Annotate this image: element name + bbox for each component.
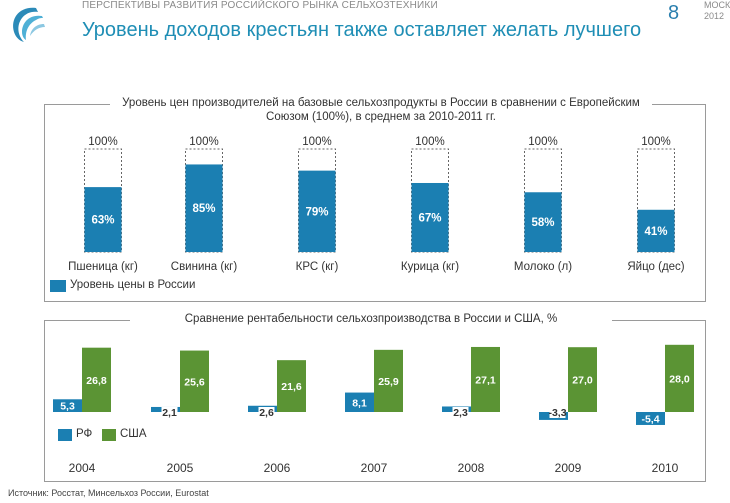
legend-swatch-usa [102,429,116,441]
price-bar [298,170,336,252]
price-bar-label: 85% [192,203,215,215]
price-chart-title: Уровень цен производителей на базовые се… [110,96,652,124]
legend-swatch-rf [58,429,72,441]
category-label: Молоко (л) [513,261,573,273]
rf-bar-label: 2,6 [259,407,274,419]
usa-bar [665,344,694,412]
usa-bar-label: 21,6 [281,381,302,393]
rf-bar [53,399,82,412]
page-title: Уровень доходов крестьян также оставляет… [82,19,642,41]
page-number: 8 [668,2,680,24]
source-note: Источник: Росстат, Минсельхоз России, Eu… [8,488,209,498]
year-category-label: 2008 [457,461,485,475]
price-bar [637,209,675,252]
rf-label-bg [161,407,178,418]
rf-bar-label: 2,1 [162,407,177,419]
legend-label-rf: РФ [76,428,93,440]
rf-bar-label: 2,3 [453,407,468,419]
price-bar [84,187,122,252]
year-label: 2012 [704,11,725,21]
price-bar-label: 63% [91,215,114,227]
reference-label: 100% [641,136,670,148]
usa-bar [374,349,403,412]
usa-bar [277,360,306,412]
rf-bar-label: -5,4 [641,413,659,425]
reference-label: 100% [528,136,557,148]
price-bar [185,164,223,252]
usa-bar-label: 25,6 [184,376,205,388]
city-label: МОСКВА [704,0,730,10]
price-bar-label: 58% [531,217,554,229]
price-bar-label: 41% [644,226,667,238]
reference-label: 100% [415,136,444,148]
rf-label-bg [452,407,469,418]
category-label: Пшеница (кг) [68,261,138,273]
legend-label-usa: США [120,428,147,440]
year-category-label: 2007 [360,461,388,475]
rf-bar-label: 5,3 [60,401,75,413]
category-label: Курица (кг) [400,261,460,273]
company-logo [6,2,48,44]
price-bar-label: 79% [305,206,328,218]
usa-bar [82,347,111,412]
reference-label: 100% [302,136,331,148]
year-category-label: 2005 [166,461,194,475]
profit-chart-title: Сравнение рентабельности сельхозпроизвод… [130,312,612,326]
price-bar [524,192,562,252]
year-category-label: 2006 [263,461,291,475]
price-bar-label: 67% [418,212,441,224]
year-category-label: 2009 [554,461,582,475]
year-category-label: 2010 [651,461,679,475]
reference-bar-outline [637,148,675,253]
usa-bar [180,350,209,412]
usa-bar-label: 27,1 [475,374,496,386]
usa-bar [568,347,597,412]
logo-swirl-icon [13,7,45,42]
reference-label: 100% [189,136,218,148]
category-label: Яйцо (дес) [627,261,685,273]
rf-bar [345,392,374,412]
rf-bar-label: -3,3 [548,407,566,419]
usa-bar-label: 26,8 [86,375,107,387]
year-category-label: 2004 [68,461,96,475]
rf-label-bg [549,407,566,418]
category-label: КРС (кг) [295,261,339,273]
legend-swatch-russia [50,280,66,292]
usa-bar-label: 25,9 [378,376,399,388]
rf-bar-label: 8,1 [352,397,367,409]
rf-label-bg [258,407,275,418]
usa-bar-label: 28,0 [669,373,690,385]
header-tag: ПЕРСПЕКТИВЫ РАЗВИТИЯ РОССИЙСКОГО РЫНКА С… [82,0,438,11]
rf-bar [636,412,665,425]
usa-bar-label: 27,0 [572,375,593,387]
category-label: Свинина (кг) [170,261,238,273]
reference-label: 100% [88,136,117,148]
legend-label-russia: Уровень цены в России [70,279,196,291]
usa-bar [471,346,500,412]
price-bar [411,182,449,252]
